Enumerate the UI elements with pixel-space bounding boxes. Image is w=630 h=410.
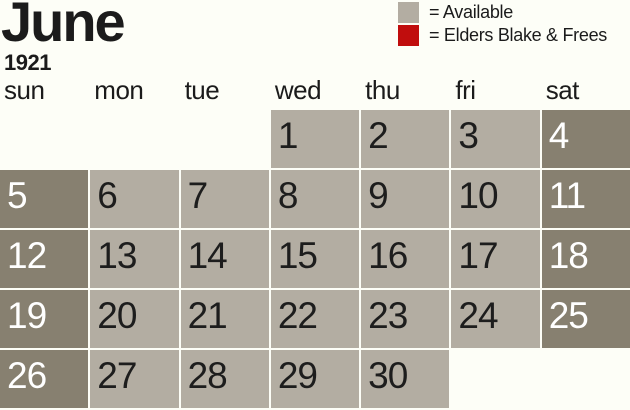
day-cell-29[interactable]: 29 (270, 350, 360, 408)
day-cell-19[interactable]: 19 (0, 290, 89, 348)
weekday-header-wed: wed (274, 75, 322, 105)
day-cell-22[interactable]: 22 (270, 290, 360, 348)
day-cell-6[interactable]: 6 (90, 170, 179, 228)
weekday-header-fri: fri (455, 75, 476, 105)
day-cell-23[interactable]: 23 (361, 290, 450, 348)
day-cell-2[interactable]: 2 (361, 110, 450, 168)
day-cell-1[interactable]: 1 (270, 110, 360, 168)
day-cell-25[interactable]: 25 (541, 290, 630, 348)
legend-item-available: = Available (398, 1, 607, 23)
calendar-grid: 1 2 3 4 5 6 7 8 9 10 11 12 13 14 15 16 17 18 19 20 21 22 23 24 2… (0, 110, 630, 408)
day-cell-27[interactable]: 27 (90, 350, 179, 408)
day-cell-12[interactable]: 12 (0, 230, 89, 288)
day-cell-9[interactable]: 9 (361, 170, 450, 228)
legend-item-elders-blake-frees: = Elders Blake & Frees (398, 24, 607, 46)
empty-cell (451, 350, 539, 408)
month-title: June (1, 0, 126, 53)
day-cell-14[interactable]: 14 (180, 230, 269, 288)
day-cell-24[interactable]: 24 (451, 290, 540, 348)
day-cell-10[interactable]: 10 (451, 170, 540, 228)
empty-cell (0, 110, 88, 168)
day-cell-15[interactable]: 15 (270, 230, 360, 288)
weekday-header-mon: mon (94, 75, 144, 105)
day-cell-28[interactable]: 28 (180, 350, 269, 408)
day-cell-8[interactable]: 8 (270, 170, 360, 228)
day-cell-7[interactable]: 7 (180, 170, 269, 228)
legend-label: = Available (429, 1, 513, 22)
day-cell-11[interactable]: 11 (541, 170, 630, 228)
legend-label: = Elders Blake & Frees (429, 24, 607, 45)
day-cell-13[interactable]: 13 (90, 230, 179, 288)
day-cell-17[interactable]: 17 (451, 230, 540, 288)
day-cell-4[interactable]: 4 (541, 110, 630, 168)
year-label: 1921 (4, 50, 51, 75)
day-cell-3[interactable]: 3 (451, 110, 540, 168)
weekday-header-row: sun mon tue wed thu fri sat (0, 76, 630, 105)
day-cell-21[interactable]: 21 (180, 290, 269, 348)
elders-blake-frees-swatch-icon (398, 24, 419, 46)
day-cell-5[interactable]: 5 (0, 170, 89, 228)
day-cell-20[interactable]: 20 (90, 290, 179, 348)
day-cell-26[interactable]: 26 (0, 350, 89, 408)
weekday-header-tue: tue (184, 75, 220, 105)
legend: = Available = Elders Blake & Frees (398, 1, 607, 47)
weekday-header-sun: sun (4, 75, 45, 105)
day-cell-30[interactable]: 30 (361, 350, 450, 408)
weekday-header-sat: sat (545, 75, 580, 105)
available-swatch-icon (398, 1, 419, 23)
empty-cell (90, 110, 178, 168)
day-cell-18[interactable]: 18 (541, 230, 630, 288)
day-cell-16[interactable]: 16 (361, 230, 450, 288)
empty-cell (542, 350, 630, 408)
empty-cell (181, 110, 269, 168)
weekday-header-thu: thu (365, 75, 400, 105)
